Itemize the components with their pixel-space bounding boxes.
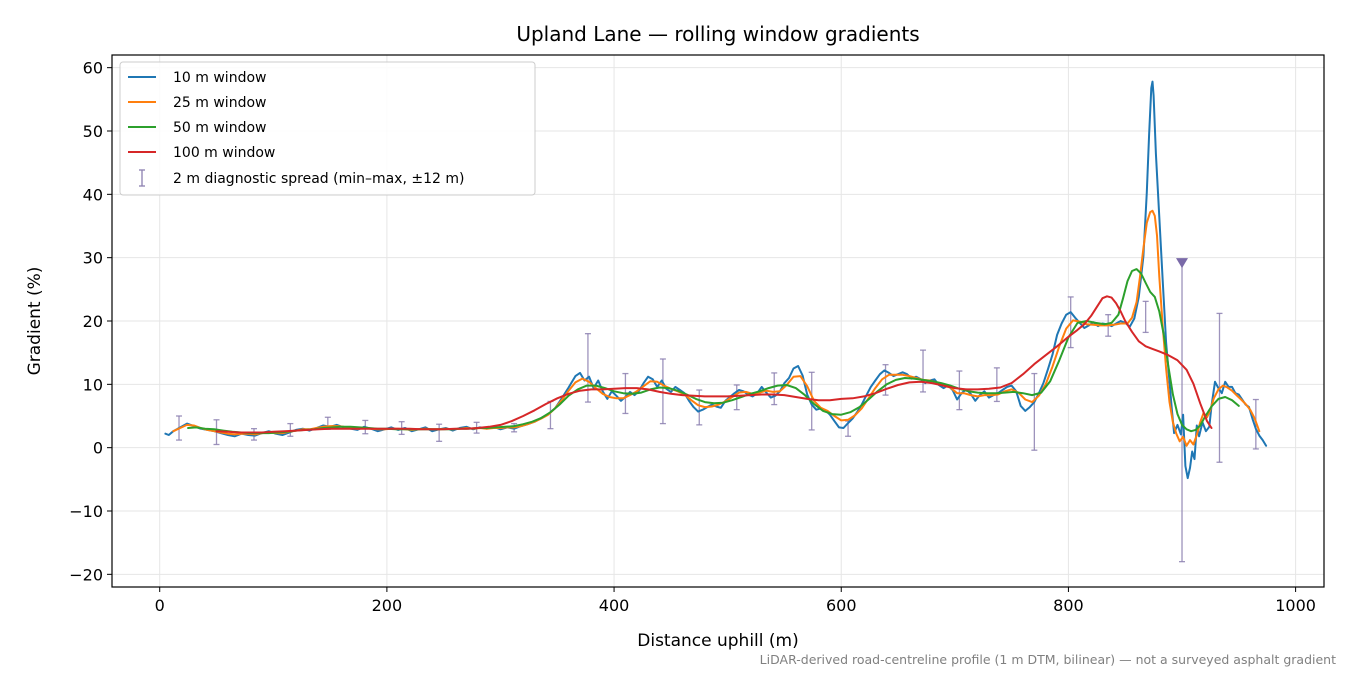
x-tick-label: 600 [826,596,857,615]
y-tick-label: −10 [69,502,103,521]
footnote: LiDAR-derived road-centreline profile (1… [760,652,1336,667]
error-bar [1031,372,1038,451]
y-tick-label: 0 [93,439,103,458]
series-line-3 [215,295,1213,434]
legend-label-25m: 25 m window [173,95,266,111]
plot-area [164,80,1268,563]
x-axis-label: Distance uphill (m) [637,631,798,651]
legend-label-10m: 10 m window [173,70,266,86]
y-axis-ticks: −20 −10 0 10 20 30 40 50 60 [69,59,112,584]
x-axis-ticks: 0 200 400 600 800 1000 [155,587,1316,615]
legend-label-100m: 100 m window [173,145,275,161]
y-tick-label: 60 [83,59,103,78]
legend: 10 m window 25 m window 50 m window 100 … [119,61,536,196]
error-bar [436,423,443,442]
legend-label-errorbar: 2 m diagnostic spread (min–max, ±12 m) [173,171,464,187]
error-bar [771,372,778,406]
x-tick-label: 0 [155,596,165,615]
y-axis-label: Gradient (%) [25,267,45,376]
legend-label-50m: 50 m window [173,120,266,136]
error-bar [920,349,927,393]
x-tick-label: 400 [599,596,630,615]
y-tick-label: 10 [83,375,103,394]
error-bar [733,384,740,411]
y-tick-label: 20 [83,312,103,331]
overflow-marker [1176,258,1189,269]
y-tick-label: −20 [69,565,103,584]
chart-title: Upland Lane — rolling window gradients [516,22,919,46]
error-bar [993,367,1000,403]
y-tick-label: 40 [83,185,103,204]
error-bar [1142,300,1149,334]
error-bar [956,370,963,411]
y-tick-label: 30 [83,249,103,268]
x-tick-label: 1000 [1275,596,1316,615]
error-bar [659,358,666,425]
x-tick-label: 800 [1053,596,1084,615]
legend-box [119,61,536,196]
legend-swatch-errorbar [139,169,145,187]
y-tick-label: 50 [83,122,103,141]
x-tick-label: 200 [372,596,403,615]
